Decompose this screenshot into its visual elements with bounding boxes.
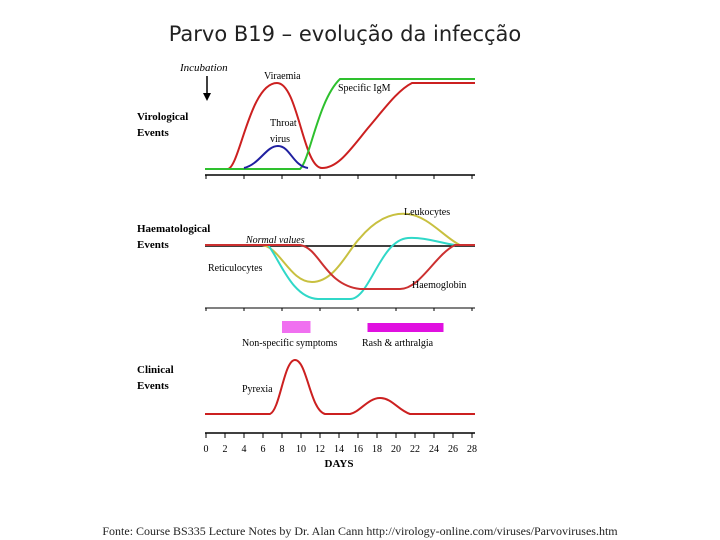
pyrexia-label: Pyrexia (242, 384, 273, 395)
day-tick-label: 8 (280, 444, 285, 455)
slide-title: Parvo B19 – evolução da infecção (168, 22, 522, 46)
throat-virus-label-line2: virus (270, 134, 290, 145)
days-axis-title: DAYS (325, 458, 354, 470)
nonspecific-symptoms-label: Non-specific symptoms (242, 338, 337, 349)
leukocytes-label: Leukocytes (404, 207, 450, 218)
virological-label-line2: Events (137, 127, 170, 139)
day-tick-label: 16 (353, 444, 363, 455)
specific-igm-label: Specific IgM (338, 83, 391, 94)
clinical-label-line2: Events (137, 380, 170, 392)
leukocytes-curve (205, 212, 475, 284)
day-tick-label: 6 (261, 444, 266, 455)
day-tick-label: 2 (223, 444, 228, 455)
day-tick-label: 24 (429, 444, 439, 455)
source-caption: Fonte: Course BS335 Lecture Notes by Dr.… (102, 524, 618, 538)
nonspecific-symptoms-bar (282, 321, 311, 333)
throat-virus-curve (243, 144, 309, 169)
normal-values-label: Normal values (245, 235, 305, 246)
reticulocytes-label: Reticulocytes (208, 263, 263, 274)
haemoglobin-curve (205, 244, 475, 290)
haemoglobin-label: Haemoglobin (412, 280, 466, 291)
day-tick-label: 26 (448, 444, 458, 455)
haematological-label: Haematological (137, 223, 210, 235)
day-tick-label: 18 (372, 444, 382, 455)
clinical-label: Clinical (137, 364, 174, 376)
day-tick-label: 4 (242, 444, 247, 455)
days-axis-ticks (205, 433, 473, 438)
day-tick-label: 0 (204, 444, 209, 455)
virological-ticks (205, 175, 473, 179)
haematological-label-line2: Events (137, 239, 170, 251)
day-tick-label: 28 (467, 444, 477, 455)
incubation-arrow-icon (203, 76, 211, 101)
rash-arthralgia-bar (367, 323, 444, 332)
day-tick-label: 12 (315, 444, 325, 455)
viraemia-label: Viraemia (264, 71, 301, 82)
day-tick-label: 14 (334, 444, 344, 455)
rash-arthralgia-label: Rash & arthralgia (362, 338, 434, 349)
viraemia-curve (205, 81, 475, 170)
pyrexia-curve (205, 358, 475, 415)
incubation-label: Incubation (179, 62, 228, 74)
reticulocytes-curve (205, 236, 475, 300)
throat-virus-label: Throat (270, 118, 297, 129)
virological-label: Virological (137, 111, 188, 123)
haematological-ticks (205, 307, 475, 311)
day-tick-label: 22 (410, 444, 420, 455)
days-axis-tick-labels: 0 2 4 6 8 10 12 14 16 18 20 22 24 26 28 (204, 444, 478, 455)
day-tick-label: 10 (296, 444, 306, 455)
specific-igm-curve (205, 78, 475, 170)
day-tick-label: 20 (391, 444, 401, 455)
